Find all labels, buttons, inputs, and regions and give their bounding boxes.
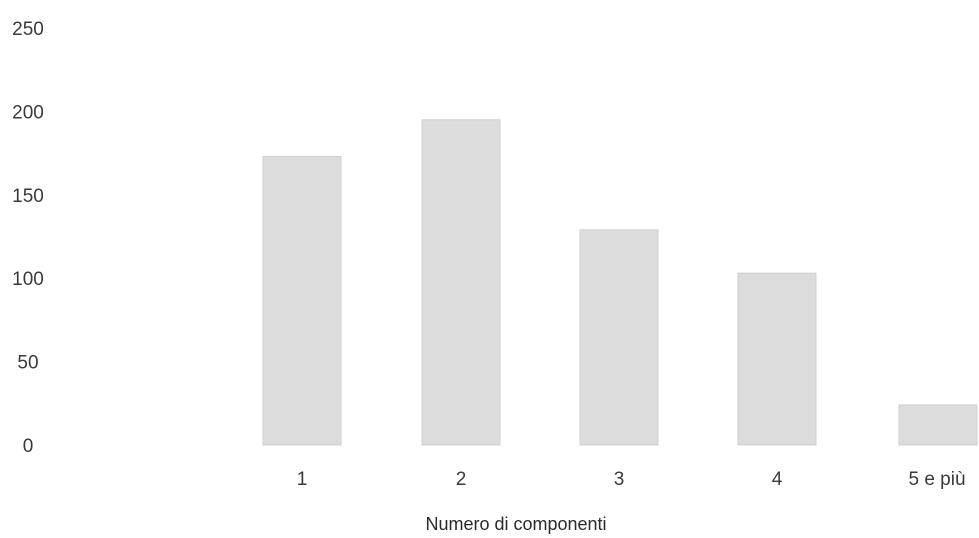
bar [579,229,659,446]
y-tick-label: 250 [12,19,44,40]
x-tick-label: 5 e più [908,469,965,490]
y-tick-label: 0 [23,436,34,457]
y-tick-label: 50 [17,353,38,374]
bar [421,119,501,446]
bar [737,272,817,446]
y-tick-label: 150 [12,186,44,207]
x-tick-label: 1 [297,469,308,490]
y-tick-label: 100 [12,269,44,290]
bar [262,155,342,446]
x-axis-title: Numero di componenti [425,514,606,534]
x-axis-ticks: 1 2 3 4 5 e più [297,469,966,490]
bars [262,119,978,446]
y-axis-ticks: 0 50 100 150 200 250 [12,19,44,457]
x-tick-label: 2 [456,469,467,490]
x-tick-label: 3 [614,469,625,490]
bar [898,404,978,446]
y-tick-label: 200 [12,102,44,123]
x-tick-label: 4 [772,469,783,490]
